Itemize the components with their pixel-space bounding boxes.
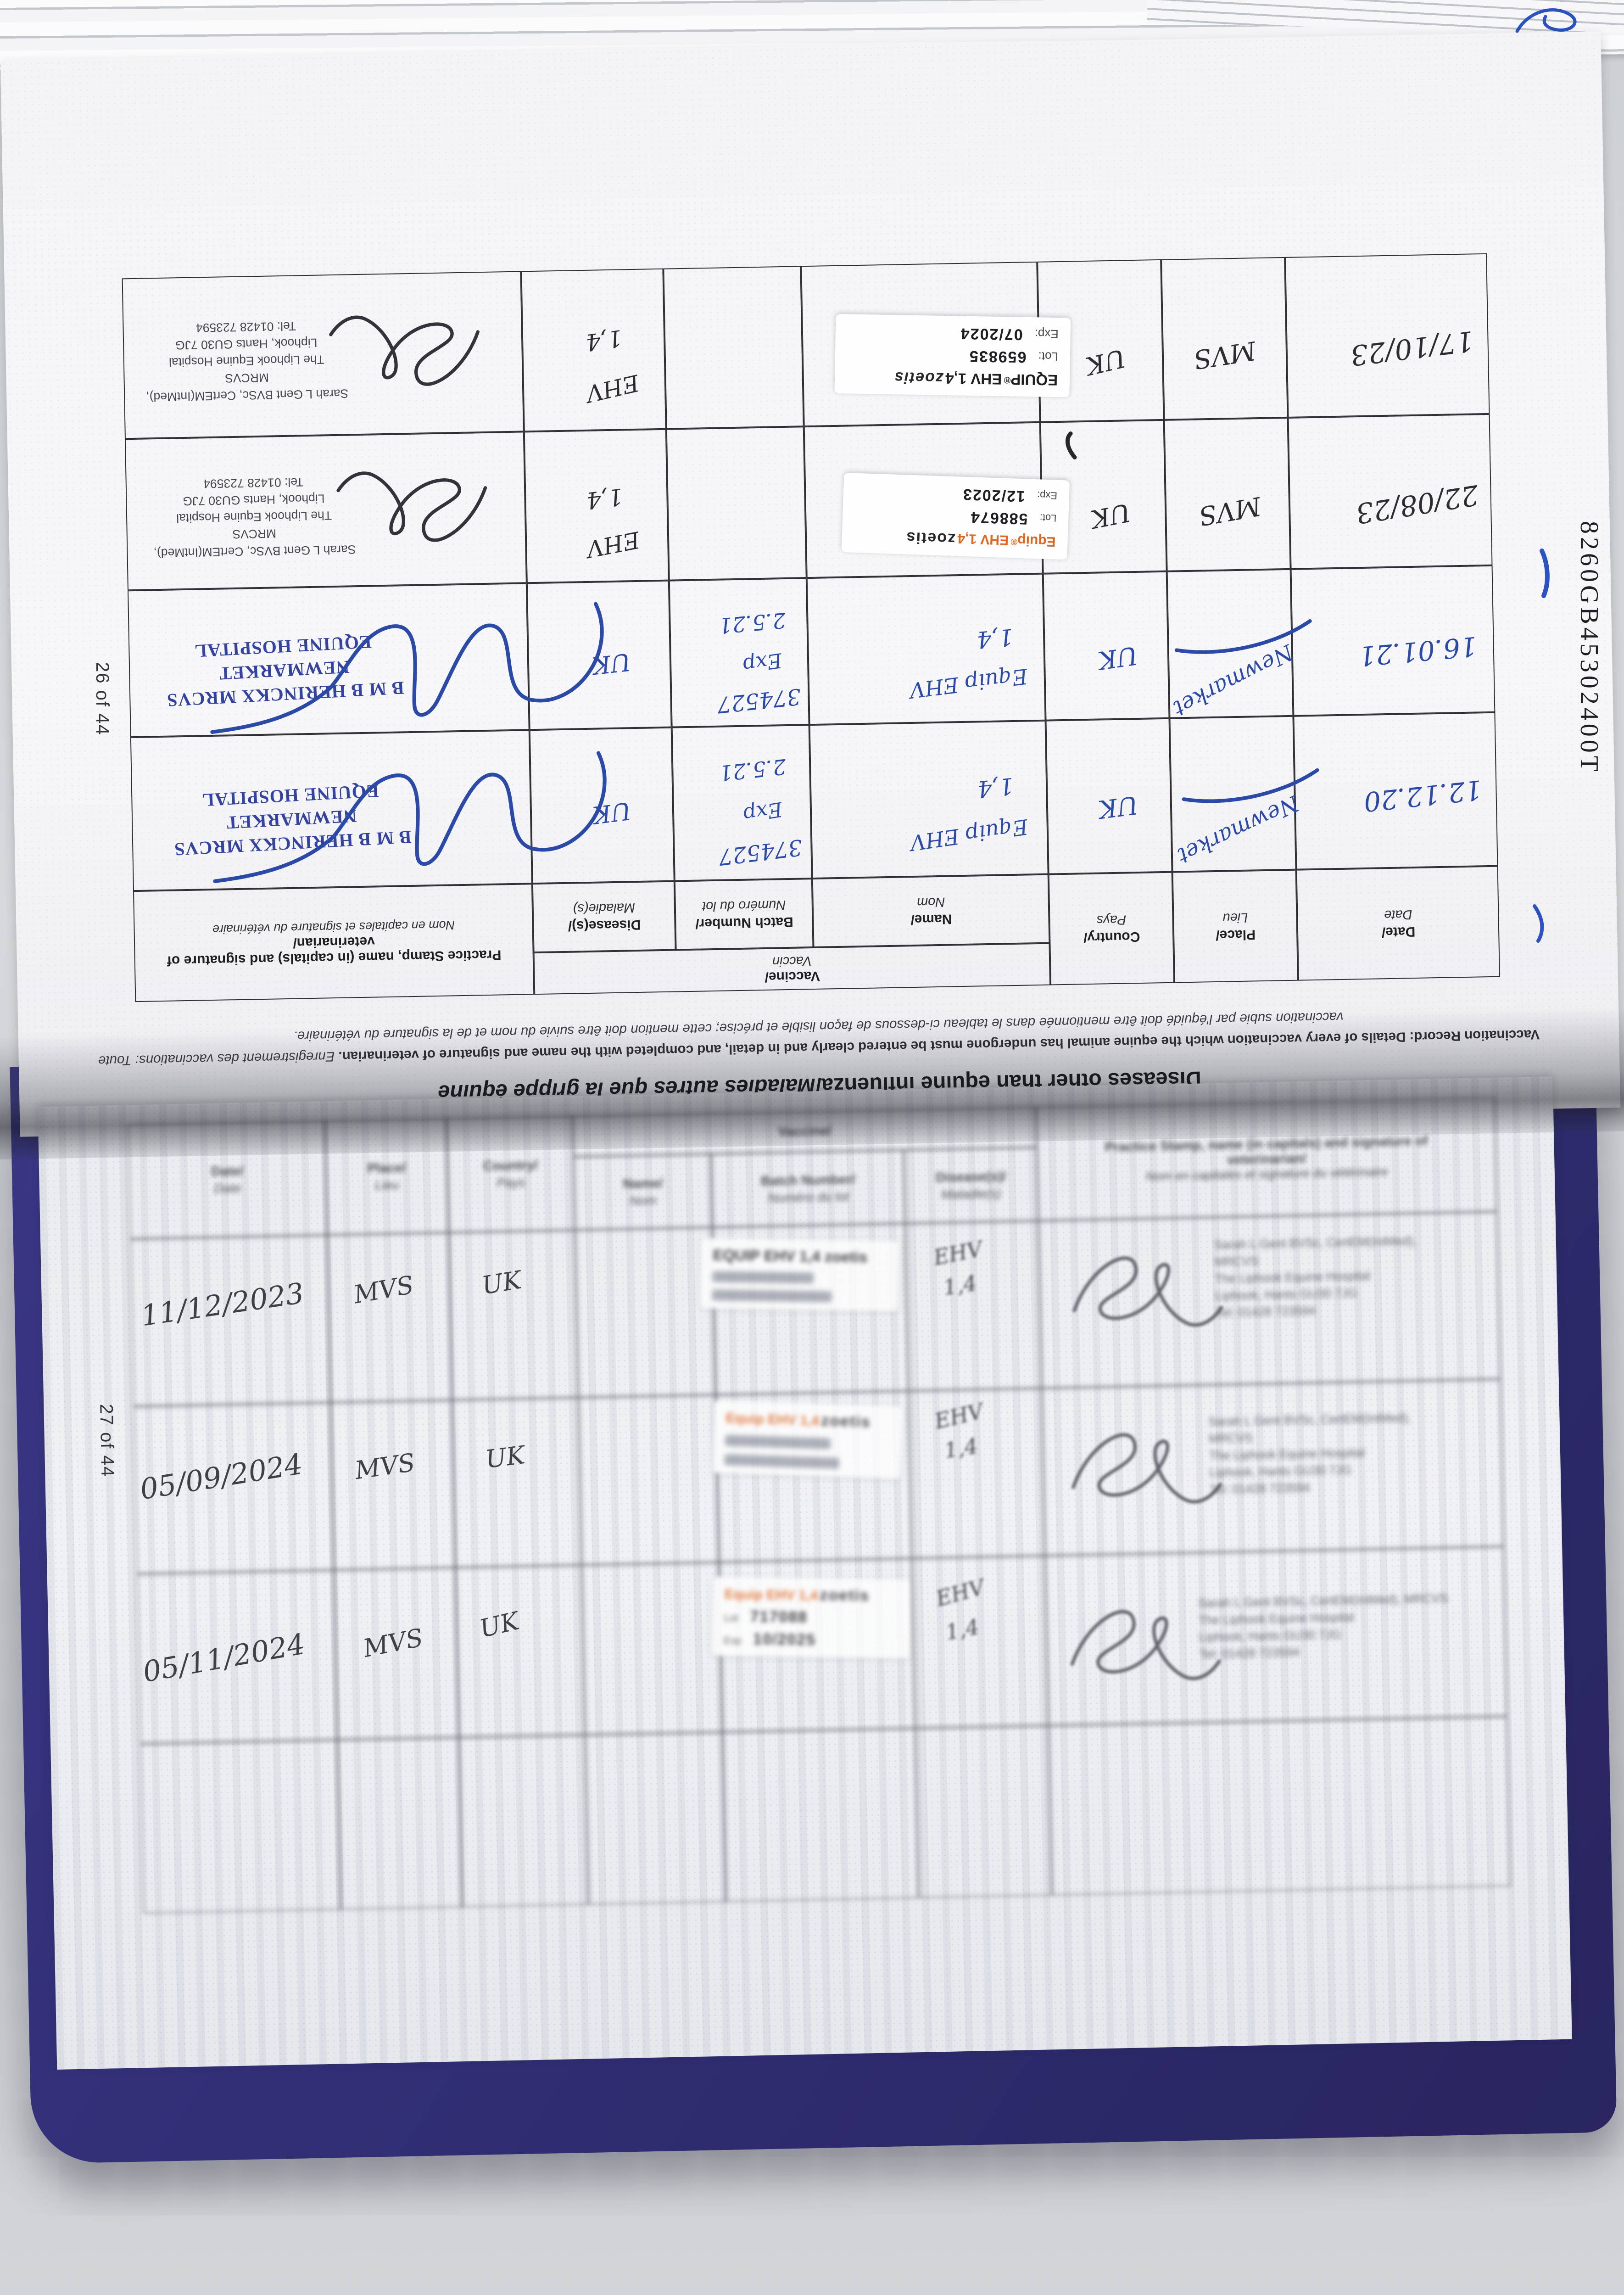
handwritten-country: UK	[1083, 343, 1128, 381]
cell-stamp: B M B HERINCKX MRCVS NEWMARKET EQUINE HO…	[128, 582, 530, 737]
handwritten-vaccine-name: Equip EHV	[908, 663, 1029, 703]
handwritten-date: 17/10/23	[1349, 324, 1476, 371]
handwritten-batch: 2.5.21	[718, 607, 787, 638]
cell-place: MVS	[1164, 417, 1291, 571]
handwritten-batch: 374527	[716, 683, 803, 718]
vet-signature	[326, 459, 493, 563]
cell-stamp: B M B HERINCKX MRCVS NEWMARKET EQUINE HO…	[130, 729, 532, 891]
col-header-name: Name/ Nom	[812, 874, 1050, 947]
practice-stamp: Sarah L Gent BVSc, CertEM(IntMed), MRCVS…	[1214, 1234, 1417, 1320]
blue-pen-dash-icon	[1540, 549, 1550, 598]
handwritten-vaccine-name: 1,4	[976, 772, 1016, 803]
handwritten-batch: Exp	[742, 797, 785, 826]
handwritten-country: UK	[1096, 640, 1140, 675]
col-header-country: Country/ Pays	[446, 1115, 575, 1233]
lower-table-frame: Date/ Date Place/ Lieu Country/ Pays Vac…	[128, 1097, 1511, 1914]
col-header-disease: Disease(s)/ Maladie(s)	[532, 881, 676, 952]
vaccine-sticker: Equip EHV 1,4 zoetis Lot 717088 Exp 10/202…	[711, 1576, 911, 1659]
col-header-place: Place/ Lieu	[324, 1118, 449, 1235]
pen-flourish	[1174, 762, 1322, 811]
lower-page: Date/ Date Place/ Lieu Country/ Pays Vac…	[38, 1076, 1572, 2070]
cell-batch	[666, 426, 807, 581]
cell-name: Equip EHV 1,4	[809, 720, 1049, 879]
handwritten-place: MVS	[1196, 490, 1264, 531]
vet-signature	[319, 302, 486, 407]
col-header-stamp: Practice Stamp, name (in capitals) and s…	[1036, 1097, 1497, 1221]
pen-tick-mark	[1066, 431, 1077, 459]
handwritten-vaccine-name: 1,4	[976, 623, 1015, 653]
cell-stamp: Sarah L Gent BVSc, CertEM(IntMed), MRCVS…	[125, 431, 527, 590]
cell-name: Equip® EHV 1,4 zoetis Lot: 588674 Exp: 12/…	[804, 422, 1077, 578]
cell-stamp: Sarah L Gent BVSc, CertEM(IntMed), MRCVS…	[122, 270, 525, 439]
handwritten-date: 12.12.20	[1362, 773, 1484, 817]
handwritten-disease: 1,4	[585, 483, 625, 514]
cell-batch: 374527 Exp 2.5.21	[672, 724, 813, 881]
handwritten-country: UK	[1088, 497, 1133, 534]
cell-batch: 374527 Exp 2.5.21	[669, 577, 810, 728]
handwritten-date: 16.01.21	[1357, 630, 1479, 672]
practice-stamp: Sarah L Gent BVSc, CertEM(IntMed), MRCVS…	[1198, 1591, 1448, 1662]
vet-signature	[196, 594, 611, 739]
cell-date: 22/08/23	[1288, 414, 1493, 569]
vaccine-sticker: EQUIP® EHV 1,4 zoetis Lot: 659835 Exp: 07/…	[835, 313, 1071, 397]
blue-pen-mark-icon	[1515, 8, 1577, 33]
illegible-lot-line	[712, 1271, 814, 1284]
instruction-text: Vaccination Record: Details of every vac…	[98, 1009, 1540, 1069]
col-header-batch: Batch Number/ Numéro du lot	[675, 878, 814, 950]
document-code: 8260GB45302400T	[1575, 521, 1603, 775]
col-header-name: Name/ Nom	[573, 1153, 713, 1230]
col-header-disease: Disease(s)/ Maladie(s)	[904, 1147, 1038, 1224]
col-header-date: Date/ Date	[1296, 866, 1501, 981]
handwritten-disease: EHV	[585, 526, 642, 563]
vet-signature	[199, 744, 614, 889]
col-header-place: Place/ Lieu	[1172, 869, 1299, 983]
vaccine-sticker: Equip EHV 1,4 zoetis	[712, 1400, 904, 1479]
handwritten-batch: Exp	[742, 648, 784, 677]
cell-place: Newmarket	[1167, 569, 1294, 722]
col-header-stamp: Practice Stamp, name (in capitals) and s…	[133, 883, 535, 1002]
cell-disease: EHV 1,4	[524, 429, 670, 583]
page-number-lower: 27 of 44	[96, 1404, 118, 1478]
cell-batch	[663, 265, 804, 429]
cell-place: MVS	[1161, 257, 1289, 420]
pen-flourish	[1167, 613, 1315, 662]
cell-country: UK	[1043, 571, 1170, 721]
illegible-lot-line	[725, 1435, 831, 1450]
cell-date: 17/10/23	[1285, 253, 1490, 418]
upper-page-flipped-content: SECTION VIII Diseases other than equine …	[1, 57, 1621, 1163]
cell-place: Newmarket	[1169, 716, 1296, 872]
cell-date: 12.12.20	[1293, 712, 1498, 870]
cell-name: EQUIP® EHV 1,4 zoetis Lot: 659835 Exp: 07/…	[801, 261, 1071, 426]
handwritten-place: MVS	[1192, 335, 1258, 375]
practice-stamp: Sarah L Gent BVSc, CertEM(IntMed), MRCVS…	[1208, 1411, 1411, 1497]
col-header-country: Country/ Pays	[1049, 872, 1175, 985]
handwritten-date: 22/08/23	[1354, 478, 1481, 530]
handwritten-vaccine-name: Equip EHV	[909, 814, 1030, 856]
illegible-exp-line	[724, 1454, 839, 1469]
upper-page: SECTION VIII Diseases other than equine …	[0, 31, 1621, 1150]
page-number-upper: 26 of 44	[92, 662, 112, 736]
blue-pen-dash-icon	[1533, 904, 1544, 943]
cell-country: UK	[1046, 718, 1173, 874]
col-header-date: Date/ Date	[128, 1120, 328, 1239]
cell-disease: EHV 1,4	[521, 268, 667, 431]
handwritten-country: UK	[1097, 790, 1140, 824]
vaccination-table: Date/ Date Place/ Lieu Country/ Pays Vac…	[122, 253, 1501, 1002]
cell-name: Equip EHV 1,4	[807, 573, 1046, 725]
col-header-batch: Batch Number/ Numéro du lot	[711, 1150, 905, 1227]
handwritten-batch: 374527	[717, 834, 804, 870]
handwritten-batch: 2.5.21	[718, 754, 788, 786]
vaccine-sticker: Equip® EHV 1,4 zoetis Lot: 588674 Exp: 12/…	[842, 472, 1070, 560]
handwritten-disease: EHV	[584, 369, 642, 407]
vaccine-sticker: EQUIP EHV 1,4 zoetis	[700, 1237, 900, 1312]
handwritten-disease: 1,4	[584, 324, 625, 356]
cell-date: 16.01.21	[1291, 565, 1496, 716]
illegible-exp-line	[712, 1289, 832, 1303]
